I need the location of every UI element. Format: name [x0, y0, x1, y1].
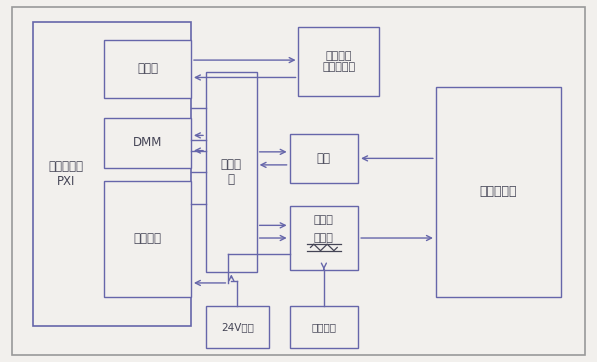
Text: 继电器: 继电器	[314, 215, 334, 225]
Text: 用户设备: 用户设备	[312, 322, 336, 332]
Text: 继电器: 继电器	[314, 233, 334, 243]
Bar	[290, 306, 358, 348]
Text: 24V电源: 24V电源	[221, 322, 254, 332]
Text: 控制器: 控制器	[137, 62, 158, 75]
Bar	[104, 40, 191, 98]
Bar	[290, 206, 358, 270]
Text: 键盘、鼠
标、显示器: 键盘、鼠 标、显示器	[322, 51, 355, 72]
Bar	[298, 27, 379, 96]
Bar	[104, 181, 191, 297]
Bar	[206, 306, 269, 348]
Text: 接口单
元: 接口单 元	[221, 158, 242, 186]
Text: 工业计算机
PXI: 工业计算机 PXI	[48, 160, 83, 188]
Bar	[206, 72, 257, 272]
Bar	[290, 134, 358, 183]
Text: 被测电路板: 被测电路板	[480, 185, 517, 198]
Bar	[33, 22, 191, 326]
Text: 针床: 针床	[317, 152, 331, 165]
Text: DMM: DMM	[133, 136, 162, 150]
Bar	[104, 118, 191, 168]
Text: 矩阵开关: 矩阵开关	[134, 232, 162, 245]
Bar	[436, 87, 561, 297]
